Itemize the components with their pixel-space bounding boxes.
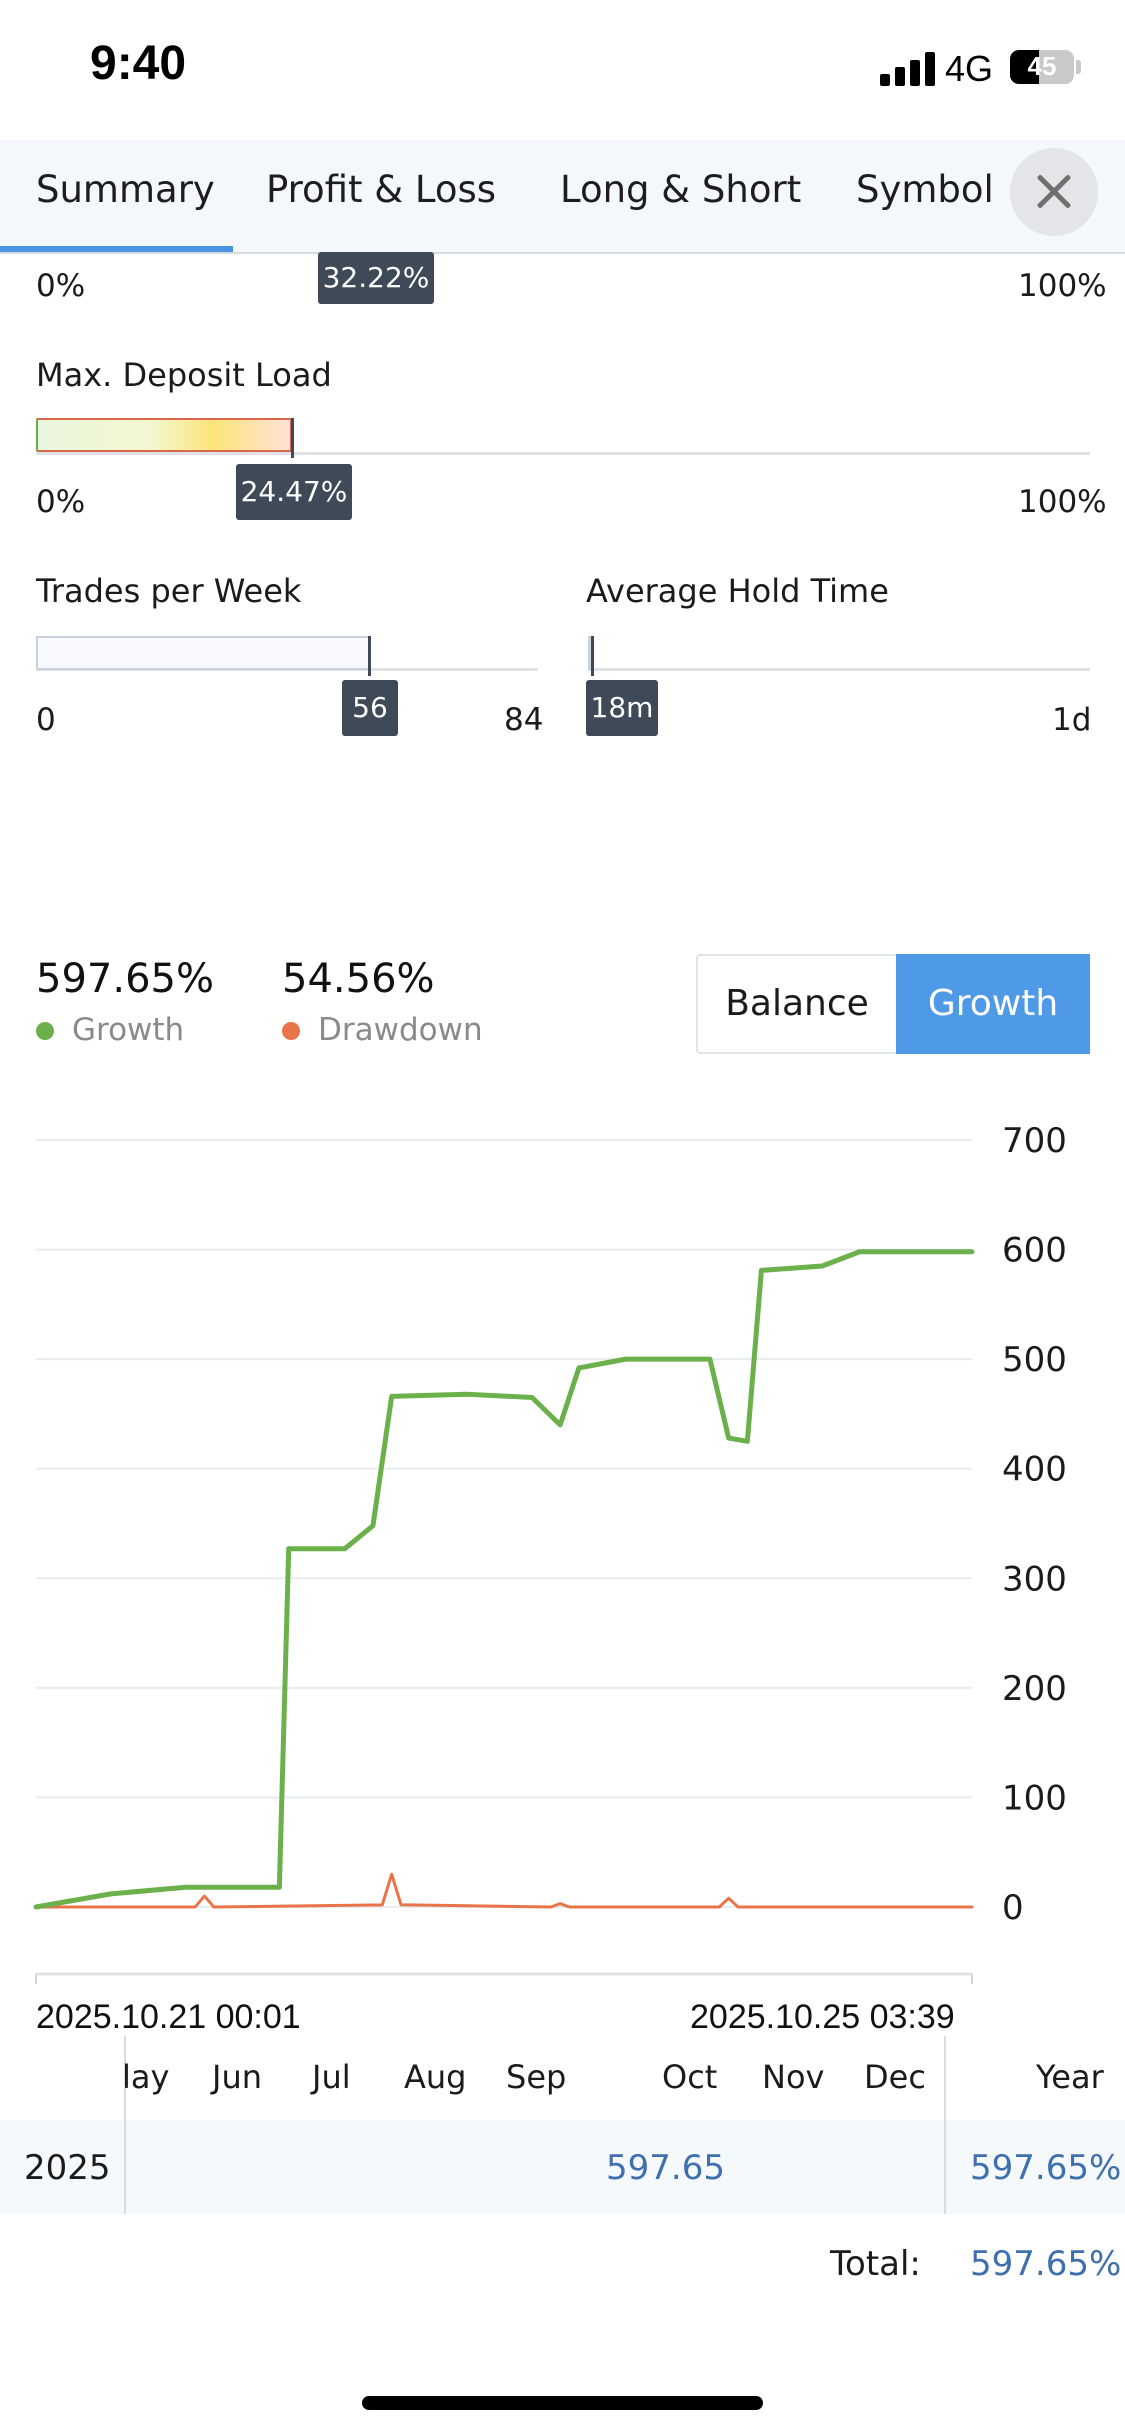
chart-start-date: 2025.10.21 00:01	[36, 1998, 301, 2036]
total-label: Total:	[830, 2244, 921, 2284]
growth-legend-label: Growth	[72, 1012, 185, 1048]
row-year: 2025	[24, 2148, 111, 2188]
battery-nub	[1076, 60, 1081, 74]
drawdown-legend-label: Drawdown	[318, 1012, 483, 1048]
year-column-header: Year	[1036, 2058, 1104, 2096]
hold-time-max: 1d	[1052, 702, 1092, 738]
deposit-load-marker	[291, 418, 294, 458]
growth-series-line	[33, 1249, 975, 1910]
close-button[interactable]	[1010, 148, 1098, 236]
top-slider-min: 0%	[36, 268, 86, 304]
balance-growth-toggle: Balance Growth	[696, 954, 1090, 1054]
y-tick-label: 200	[1002, 1669, 1067, 1709]
y-tick-label: 500	[1002, 1340, 1067, 1380]
row-year-total: 597.65%	[970, 2148, 1122, 2188]
trades-tooltip: 56	[342, 680, 398, 736]
deposit-load-max: 100%	[1018, 484, 1107, 520]
signal-icon	[880, 52, 936, 86]
top-slider-max: 100%	[1018, 268, 1107, 304]
hold-time-marker	[591, 636, 594, 676]
trades-marker	[368, 636, 371, 676]
network-type: 4G	[945, 48, 994, 89]
y-tick-label: 300	[1002, 1559, 1067, 1599]
y-tick-label: 100	[1002, 1778, 1067, 1818]
growth-button[interactable]: Growth	[896, 954, 1090, 1054]
home-indicator	[362, 2396, 763, 2410]
month-jun: Jun	[212, 2058, 262, 2096]
drawdown-value: 54.56%	[282, 956, 435, 1002]
max-deposit-load-title: Max. Deposit Load	[36, 356, 332, 394]
drawdown-legend-dot	[282, 1022, 300, 1040]
tab-symbol[interactable]: Symbol	[856, 168, 994, 211]
deposit-load-track	[36, 452, 1090, 455]
hold-time-tooltip: 18m	[586, 680, 658, 736]
status-time: 9:40	[90, 37, 187, 90]
month-dec: Dec	[864, 2058, 926, 2096]
trades-min: 0	[36, 702, 56, 738]
battery-icon: 45	[1010, 50, 1074, 84]
row-divider-left	[124, 2120, 126, 2214]
balance-button[interactable]: Balance	[725, 983, 869, 1024]
month-oct: Oct	[662, 2058, 718, 2096]
row-month-value: 597.65	[606, 2148, 725, 2188]
avg-hold-time-title: Average Hold Time	[586, 572, 889, 610]
month-sep: Sep	[506, 2058, 567, 2096]
hold-time-track	[588, 668, 1090, 671]
month-aug: Aug	[404, 2058, 467, 2096]
growth-chart: 700 600 500 400 300 200 100 0	[33, 1121, 1067, 1984]
growth-value: 597.65%	[36, 956, 214, 1002]
battery-level: 45	[1027, 51, 1057, 81]
tab-long-short[interactable]: Long & Short	[560, 168, 802, 211]
active-tab-indicator	[0, 246, 233, 252]
tab-summary[interactable]: Summary	[36, 168, 215, 211]
tab-profit-loss[interactable]: Profit & Loss	[266, 168, 497, 211]
trades-per-week-title: Trades per Week	[36, 572, 302, 610]
month-jul: Jul	[312, 2058, 351, 2096]
deposit-load-fill	[36, 418, 292, 452]
hold-time-fill	[588, 636, 592, 670]
y-tick-label: 600	[1002, 1231, 1067, 1271]
deposit-load-tooltip: 24.47%	[236, 464, 352, 520]
table-row	[0, 2120, 1125, 2214]
y-tick-label: 700	[1002, 1121, 1067, 1161]
drawdown-series-line	[34, 1872, 974, 1909]
total-value: 597.65%	[970, 2244, 1122, 2284]
deposit-load-min: 0%	[36, 484, 86, 520]
y-tick-label: 0	[1002, 1888, 1024, 1928]
trades-max: 84	[504, 702, 544, 738]
tab-bar	[0, 140, 1125, 254]
row-divider-right	[944, 2120, 946, 2214]
month-nov: Nov	[762, 2058, 825, 2096]
trades-fill	[36, 636, 370, 670]
growth-legend-dot	[36, 1022, 54, 1040]
y-tick-label: 400	[1002, 1450, 1067, 1490]
chart-end-date: 2025.10.25 03:39	[690, 1998, 955, 2036]
month-may: lay	[122, 2058, 170, 2096]
top-slider-tooltip: 32.22%	[318, 252, 434, 304]
